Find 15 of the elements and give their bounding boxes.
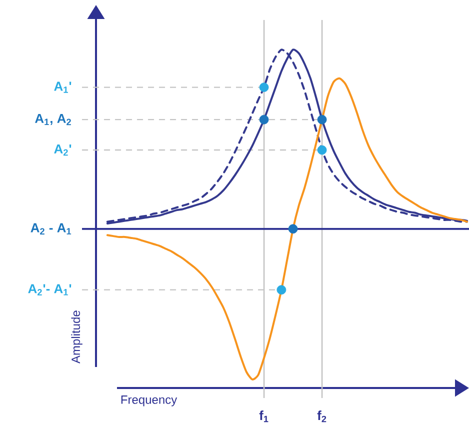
x-tick-label: f$_{1}$ <box>259 410 268 422</box>
point <box>317 114 327 124</box>
point <box>259 82 269 92</box>
ref-line-label: A$_{1}$' <box>54 82 72 93</box>
x-tick-label: f$_{2}$ <box>317 410 326 422</box>
y-axis-title: Amplitude <box>71 310 82 364</box>
ref-line-label: A$_{2}$' <box>54 144 72 156</box>
x-axis-title: Frequency <box>121 396 178 406</box>
ref-line-label: A$_{2}$ - A$_{1}$ <box>30 223 72 234</box>
ref-line-label: A$_{2}$'- A$_{1}$' <box>28 284 72 296</box>
point <box>288 224 298 234</box>
point <box>317 145 327 155</box>
point <box>259 114 269 124</box>
ref-line-label: A$_{1}$, A$_{2}$ <box>35 114 71 126</box>
point <box>276 285 286 295</box>
